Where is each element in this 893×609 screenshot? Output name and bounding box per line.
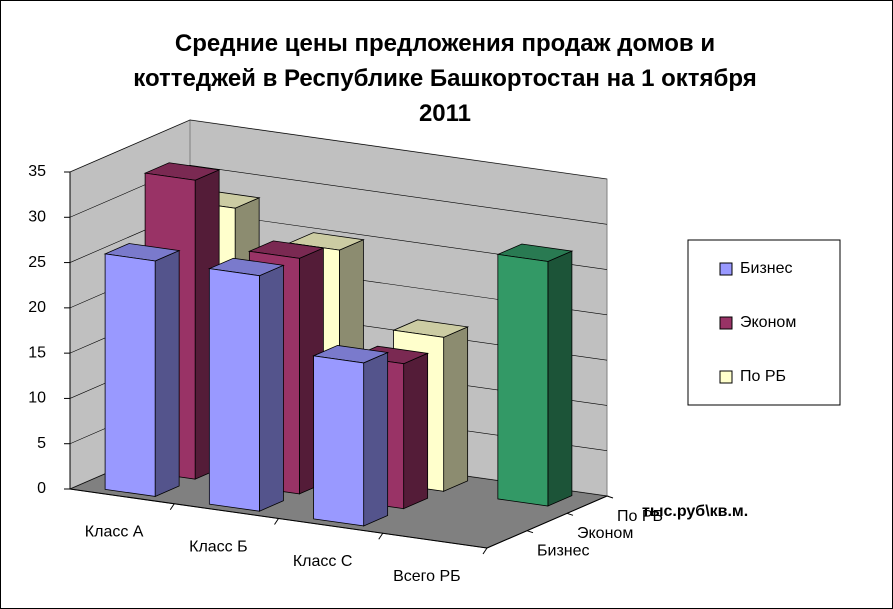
x-tick [169, 503, 175, 511]
depth-tick-label: Эконом [577, 525, 633, 542]
legend-swatch [719, 262, 733, 276]
depth-tick [606, 495, 614, 499]
unit-label: тыс.руб\кв.м. [642, 503, 748, 520]
legend-label: По РБ [740, 368, 786, 385]
bar-side [154, 249, 180, 498]
x-tick-label: Всего РБ [393, 568, 461, 585]
chart-title: Средние цены предложения продаж домов и … [133, 30, 757, 127]
bar-front [313, 355, 365, 527]
legend-swatch [719, 316, 733, 330]
x-tick [378, 532, 384, 540]
y-tick-label: 25 [28, 254, 46, 271]
x-tick-label: Класс Б [189, 538, 248, 555]
depth-tick [526, 530, 534, 534]
y-tick-label: 10 [28, 390, 46, 407]
bar-side [363, 351, 389, 527]
x-tick-label: Класс А [85, 524, 144, 541]
x-tick [274, 518, 279, 525]
grid-line [69, 164, 608, 225]
legend-label: Эконом [740, 314, 796, 331]
bar-side [443, 326, 469, 492]
bar [207, 257, 285, 512]
legend-box [687, 239, 841, 406]
legend-label: Бизнес [740, 260, 793, 277]
bar-side [403, 352, 429, 510]
y-tick-label: 5 [37, 435, 46, 452]
y-tick-label: 20 [28, 299, 46, 316]
bar-front [497, 253, 549, 507]
y-tick-label: 35 [28, 163, 46, 180]
bar [312, 345, 390, 527]
legend-swatch [719, 370, 733, 384]
depth-axis [486, 495, 608, 549]
y-tick-label: 30 [28, 209, 46, 226]
bar [103, 243, 181, 498]
depth-tick [566, 512, 574, 516]
y-tick-label: 15 [28, 344, 46, 361]
y-tick-label: 0 [37, 480, 46, 497]
bar [496, 243, 574, 507]
bar-front [208, 268, 260, 512]
x-tick [482, 547, 488, 555]
x-tick-label: Класс С [293, 553, 353, 570]
depth-tick-label: Бизнес [537, 543, 590, 560]
grid-line [69, 119, 608, 180]
bar-side [547, 250, 573, 507]
depth-tick-label: По РБ [617, 508, 663, 525]
bar-side [258, 264, 284, 512]
bar-front [104, 253, 156, 497]
